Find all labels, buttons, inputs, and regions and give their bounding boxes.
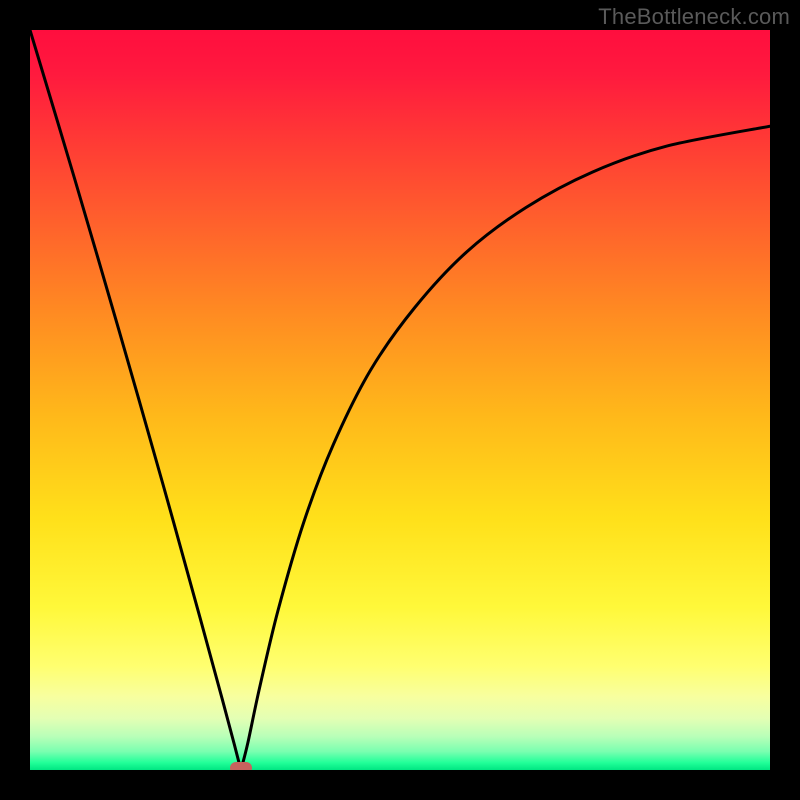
curve-right-branch (241, 126, 770, 770)
plot-area (30, 30, 770, 770)
minimum-marker (230, 762, 252, 770)
watermark-text: TheBottleneck.com (598, 4, 790, 30)
bottleneck-curve (30, 30, 770, 770)
chart-container: TheBottleneck.com (0, 0, 800, 800)
curve-left-branch (30, 30, 241, 770)
